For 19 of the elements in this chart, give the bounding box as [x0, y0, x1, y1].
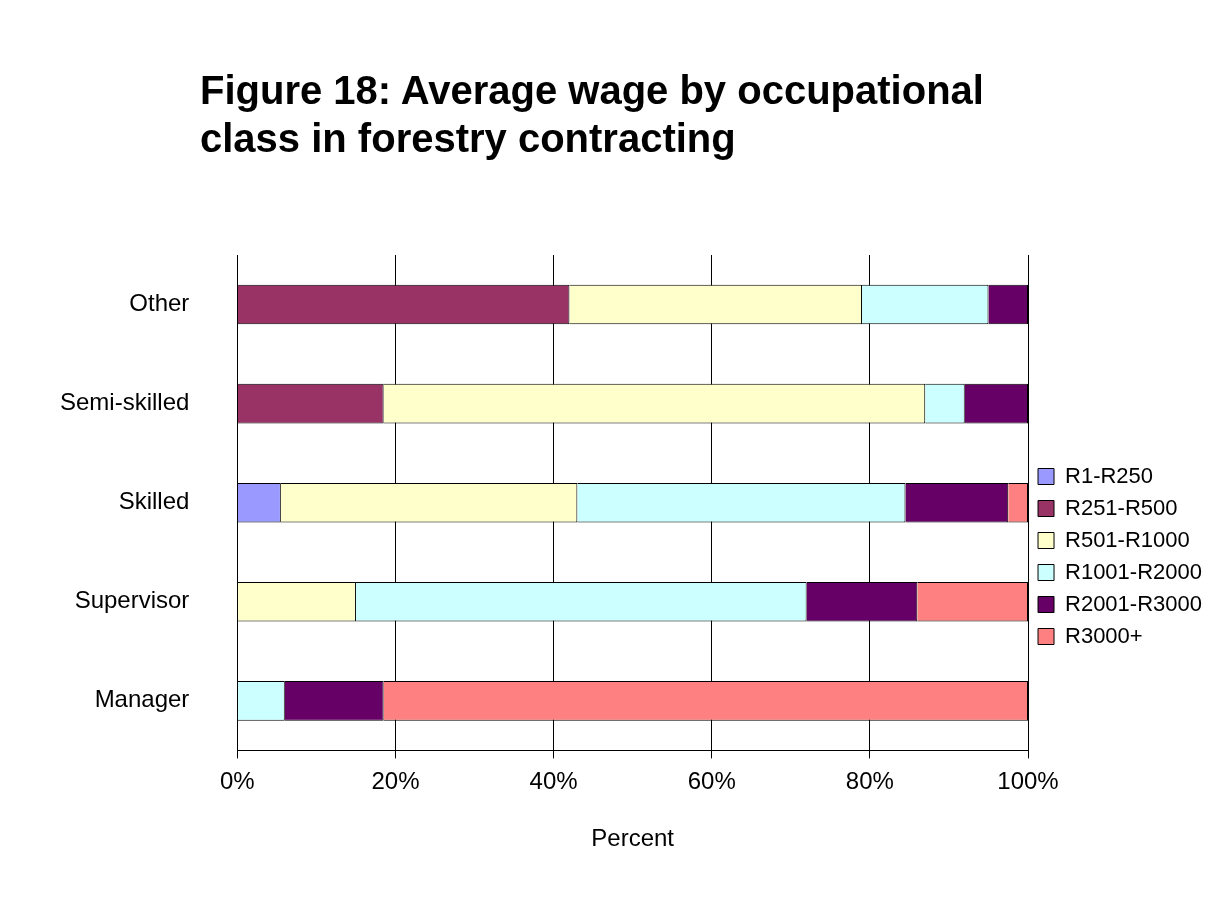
y-tick-label: Supervisor — [74, 586, 190, 614]
y-tick-label: Other — [129, 289, 190, 317]
legend-label: R3000+ — [1065, 622, 1143, 648]
legend-label: R2001-R3000 — [1065, 590, 1202, 616]
x-tick-label: 60% — [687, 767, 736, 795]
chart-title: Figure 18: Average wage by occupational class in forestry contracting — [200, 67, 985, 162]
x-tick-label: 0% — [220, 767, 255, 795]
legend-label: R1-R250 — [1065, 462, 1154, 488]
x-tick-label: 80% — [845, 767, 894, 795]
y-tick-label: Manager — [94, 685, 190, 713]
legend-label: R251-R500 — [1065, 494, 1178, 520]
legend-label: R1001-R2000 — [1065, 558, 1202, 584]
y-tick-label: Skilled — [118, 487, 190, 515]
x-tick-label: 40% — [529, 767, 578, 795]
y-tick-label: Semi-skilled — [59, 388, 190, 416]
x-tick-label: 100% — [997, 767, 1059, 795]
x-axis-title: Percent — [591, 824, 675, 852]
legend-label: R501-R1000 — [1065, 526, 1190, 552]
x-tick-label: 20% — [371, 767, 420, 795]
